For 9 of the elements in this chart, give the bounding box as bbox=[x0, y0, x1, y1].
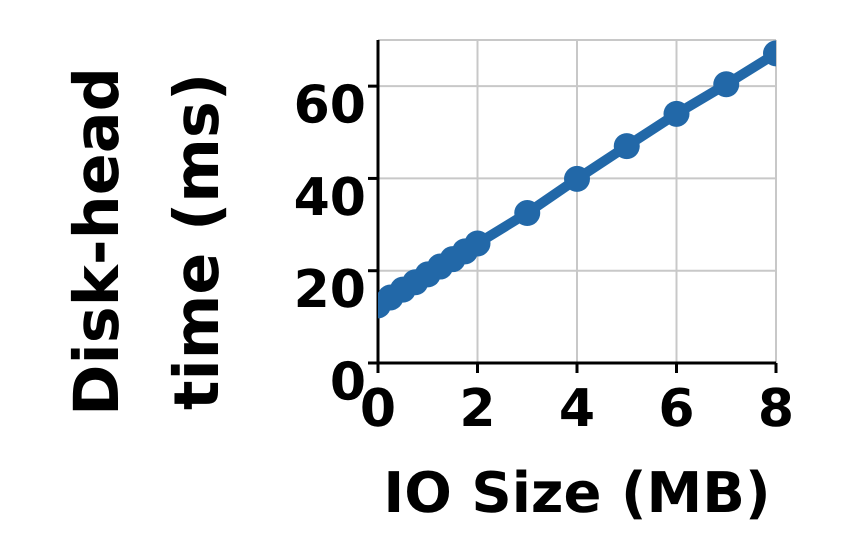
x-tick-label: 4 bbox=[558, 378, 596, 439]
x-tick-label: 6 bbox=[658, 378, 695, 439]
y-tick-label: 20 bbox=[294, 260, 366, 320]
x-tick-label: 8 bbox=[758, 378, 794, 439]
y-tick-label: 40 bbox=[294, 168, 366, 228]
y-tick-label: 60 bbox=[294, 76, 366, 136]
x-tick-label: 2 bbox=[459, 378, 496, 439]
y-axis-title: Disk-head time (ms) bbox=[60, 67, 233, 416]
x-axis-title: IO Size (MB) bbox=[383, 461, 771, 526]
